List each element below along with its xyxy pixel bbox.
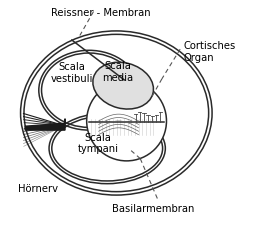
Circle shape (87, 82, 166, 161)
Text: Basilarmembran: Basilarmembran (112, 203, 194, 213)
Text: Scala
media: Scala media (102, 61, 133, 82)
Text: Scala
vestibuli: Scala vestibuli (51, 62, 93, 83)
Ellipse shape (93, 63, 153, 110)
Polygon shape (25, 119, 65, 131)
Text: Cortisches
Organ: Cortisches Organ (184, 41, 236, 62)
Text: Hörnerv: Hörnerv (18, 183, 58, 193)
Text: Reissner - Membran: Reissner - Membran (50, 8, 150, 18)
Text: Scala
tympani: Scala tympani (77, 132, 119, 154)
